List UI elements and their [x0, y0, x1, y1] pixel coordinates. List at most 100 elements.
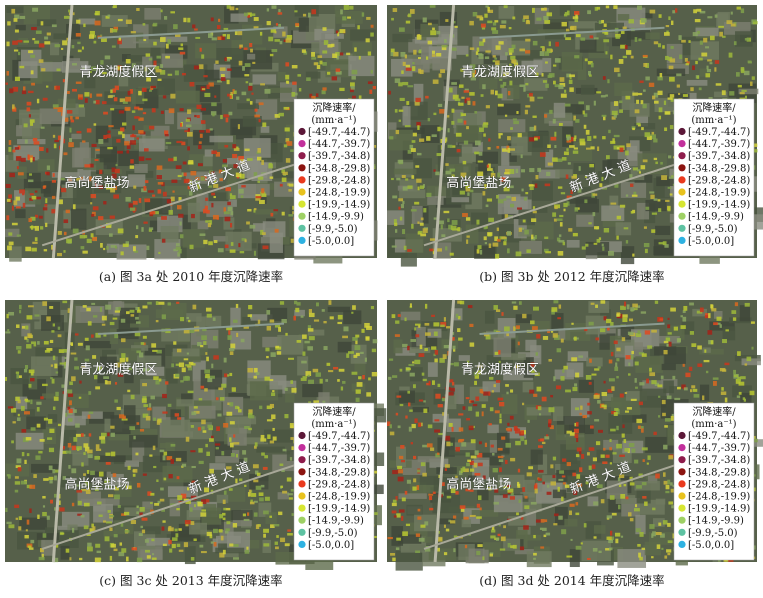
- deformation-pixel: [618, 100, 623, 104]
- map-block: [333, 53, 356, 61]
- deformation-pixel: [497, 172, 501, 178]
- deformation-pixel: [475, 411, 480, 417]
- deformation-pixel: [355, 389, 361, 394]
- deformation-pixel: [284, 387, 288, 391]
- deformation-pixel: [164, 133, 169, 137]
- deformation-pixel: [619, 393, 624, 398]
- deformation-pixel: [15, 324, 20, 328]
- deformation-pixel: [476, 249, 480, 254]
- deformation-pixel: [425, 56, 429, 60]
- deformation-pixel: [322, 27, 327, 31]
- deformation-pixel: [639, 532, 644, 537]
- deformation-pixel: [628, 442, 635, 448]
- deformation-pixel: [260, 434, 265, 439]
- deformation-pixel: [657, 199, 661, 202]
- deformation-pixel: [572, 472, 577, 477]
- deformation-pixel: [64, 357, 69, 360]
- deformation-pixel: [67, 178, 73, 182]
- deformation-pixel: [138, 130, 144, 134]
- deformation-pixel: [256, 472, 261, 476]
- deformation-pixel: [485, 105, 490, 109]
- deformation-pixel: [552, 212, 557, 217]
- deformation-pixel: [546, 484, 550, 488]
- deformation-pixel: [178, 528, 182, 531]
- deformation-pixel: [215, 151, 221, 157]
- deformation-pixel: [499, 418, 502, 424]
- map-block: [555, 169, 573, 178]
- deformation-pixel: [84, 164, 91, 168]
- map-block: [647, 475, 658, 484]
- deformation-pixel: [472, 101, 476, 106]
- deformation-pixel: [225, 507, 231, 511]
- deformation-pixel: [337, 321, 343, 325]
- deformation-pixel: [237, 406, 240, 409]
- deformation-pixel: [662, 472, 666, 477]
- deformation-pixel: [478, 151, 483, 156]
- deformation-pixel: [32, 137, 38, 142]
- deformation-pixel: [614, 67, 620, 73]
- deformation-pixel: [221, 451, 225, 456]
- deformation-pixel: [503, 485, 509, 488]
- deformation-pixel: [609, 547, 613, 551]
- deformation-pixel: [649, 191, 655, 194]
- deformation-pixel: [589, 163, 594, 168]
- deformation-pixel: [211, 37, 217, 41]
- deformation-pixel: [208, 241, 213, 246]
- deformation-pixel: [459, 300, 465, 305]
- deformation-pixel: [26, 101, 32, 106]
- map-block: [523, 479, 535, 498]
- deformation-pixel: [57, 107, 64, 112]
- deformation-pixel: [637, 425, 641, 429]
- deformation-pixel: [554, 84, 560, 88]
- deformation-pixel: [272, 390, 275, 393]
- deformation-pixel: [220, 114, 223, 120]
- deformation-pixel: [665, 55, 669, 61]
- deformation-pixel: [572, 386, 578, 392]
- deformation-pixel: [54, 139, 59, 143]
- deformation-pixel: [261, 188, 265, 194]
- deformation-pixel: [586, 452, 590, 456]
- deformation-pixel: [642, 103, 647, 109]
- deformation-pixel: [387, 421, 391, 427]
- map-block: [493, 495, 523, 513]
- map-block: [15, 24, 26, 31]
- map-block: [57, 525, 70, 532]
- deformation-pixel: [514, 428, 521, 434]
- deformation-pixel: [691, 385, 696, 389]
- deformation-pixel: [5, 183, 11, 188]
- deformation-pixel: [288, 183, 294, 187]
- map-block: [254, 209, 278, 215]
- deformation-pixel: [641, 447, 648, 451]
- map-block: [409, 367, 423, 382]
- map-block: [325, 59, 351, 78]
- deformation-pixel: [518, 301, 522, 305]
- deformation-pixel: [544, 236, 549, 240]
- deformation-pixel: [495, 45, 501, 50]
- deformation-pixel: [213, 528, 218, 534]
- deformation-pixel: [605, 5, 610, 9]
- deformation-pixel: [68, 142, 74, 148]
- deformation-pixel: [404, 54, 407, 59]
- deformation-pixel: [629, 517, 634, 522]
- deformation-pixel: [714, 67, 717, 72]
- map-block: [215, 547, 245, 554]
- deformation-pixel: [736, 6, 741, 10]
- deformation-pixel: [146, 77, 151, 82]
- deformation-pixel: [281, 469, 285, 473]
- deformation-pixel: [248, 304, 253, 310]
- deformation-pixel: [259, 497, 264, 502]
- deformation-pixel: [146, 555, 151, 559]
- deformation-pixel: [66, 37, 70, 41]
- legend-label: [-24.8,-19.9): [688, 188, 750, 199]
- deformation-pixel: [575, 421, 579, 427]
- deformation-pixel: [69, 138, 72, 143]
- deformation-pixel: [562, 458, 567, 462]
- deformation-pixel: [550, 330, 554, 333]
- deformation-pixel: [339, 29, 346, 34]
- deformation-pixel: [289, 423, 296, 429]
- deformation-pixel: [483, 133, 486, 137]
- deformation-pixel: [428, 380, 431, 386]
- deformation-pixel: [85, 345, 90, 351]
- deformation-pixel: [23, 411, 30, 415]
- map-block: [167, 486, 198, 498]
